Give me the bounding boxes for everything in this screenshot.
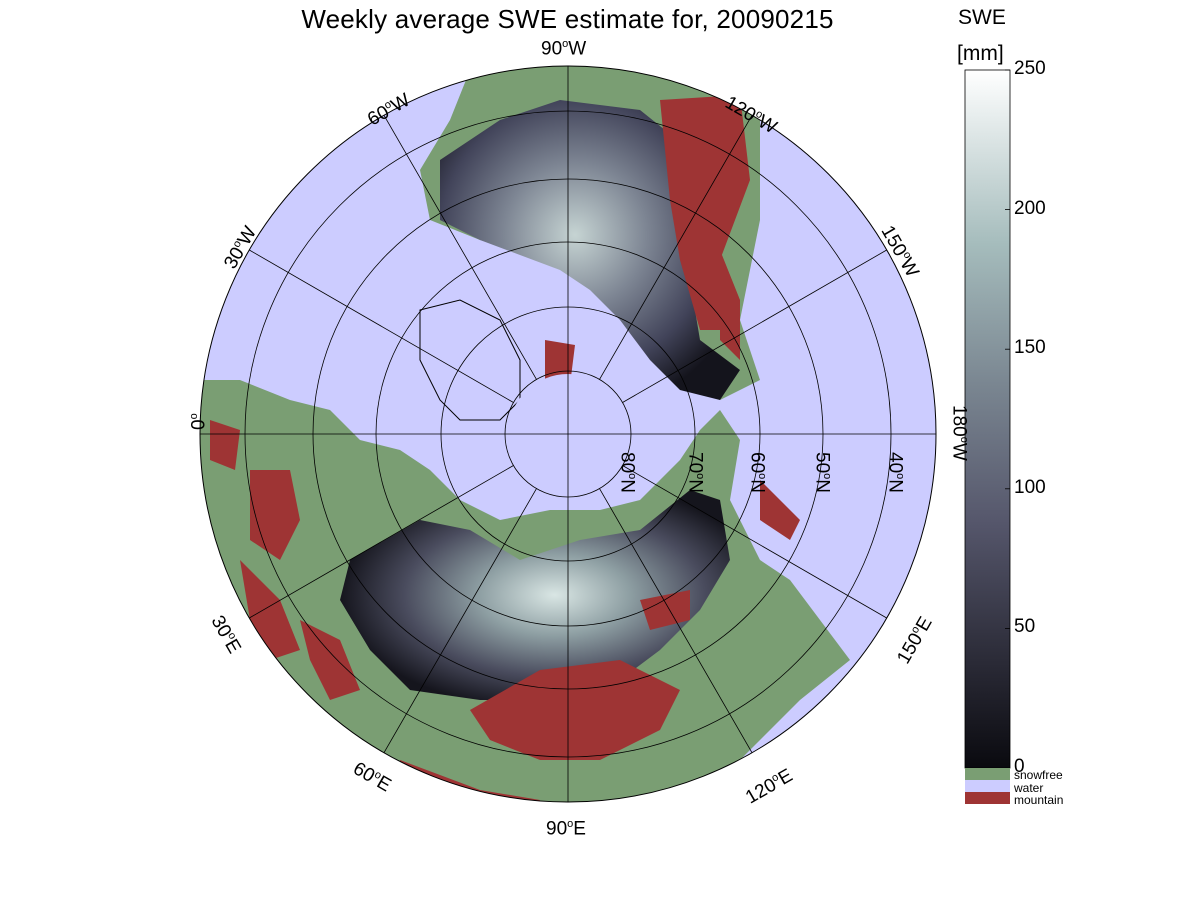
colorbar-water-swatch (965, 780, 1010, 792)
colorbar-tick-label: 200 (1014, 197, 1046, 219)
colorbar-snowfree-swatch (965, 768, 1010, 780)
colorbar-mountain-swatch (965, 792, 1010, 804)
greenland-outline (419, 299, 521, 421)
eurasia-snow-cover (340, 490, 730, 700)
colorbar-gradient (964, 69, 1011, 769)
lat-label-40n: 40oN (884, 452, 906, 493)
colorbar-tick-label: 150 (1014, 337, 1046, 359)
meridian-line (622, 249, 887, 403)
map-title: Weekly average SWE estimate for, 2009021… (301, 4, 834, 34)
meridian-line (383, 115, 537, 380)
north-america-snow-cover (440, 100, 740, 400)
colorbar-tick-label: 250 (1014, 58, 1046, 79)
lat-label-70n: 70oN (684, 452, 706, 493)
lon-label-90e: 90oE (546, 818, 586, 840)
graticule (200, 66, 936, 802)
lon-label-180w: 180oW (948, 405, 970, 461)
meridian-line (599, 488, 753, 753)
lat-label-50n: 50oN (811, 452, 833, 493)
colorbar-tick-label: 50 (1014, 616, 1036, 638)
map-border (199, 65, 937, 803)
colorbar-snowfree-label: snowfree (1014, 768, 1063, 782)
lat-label-80n: 80oN (616, 452, 638, 493)
lon-label-0: 0o (188, 413, 210, 430)
colorbar-unit: [mm] (957, 42, 1004, 65)
meridian-line (383, 488, 537, 753)
colorbar-tick-label: 0 (1014, 756, 1025, 777)
meridian-line (622, 465, 887, 619)
colorbar-mountain-label: mountain (1014, 793, 1064, 807)
colorbar-ticks (1005, 69, 1010, 769)
meridian-line (249, 249, 514, 403)
colorbar-water-label: water (1014, 781, 1044, 795)
lat-label-60n: 60oN (746, 452, 768, 493)
lon-label-90w: 90oW (541, 38, 587, 60)
colorbar-tick-label: 100 (1014, 476, 1046, 498)
meridian-line (599, 115, 753, 380)
meridian-line (249, 465, 514, 619)
colorbar-title: SWE (958, 6, 1006, 29)
